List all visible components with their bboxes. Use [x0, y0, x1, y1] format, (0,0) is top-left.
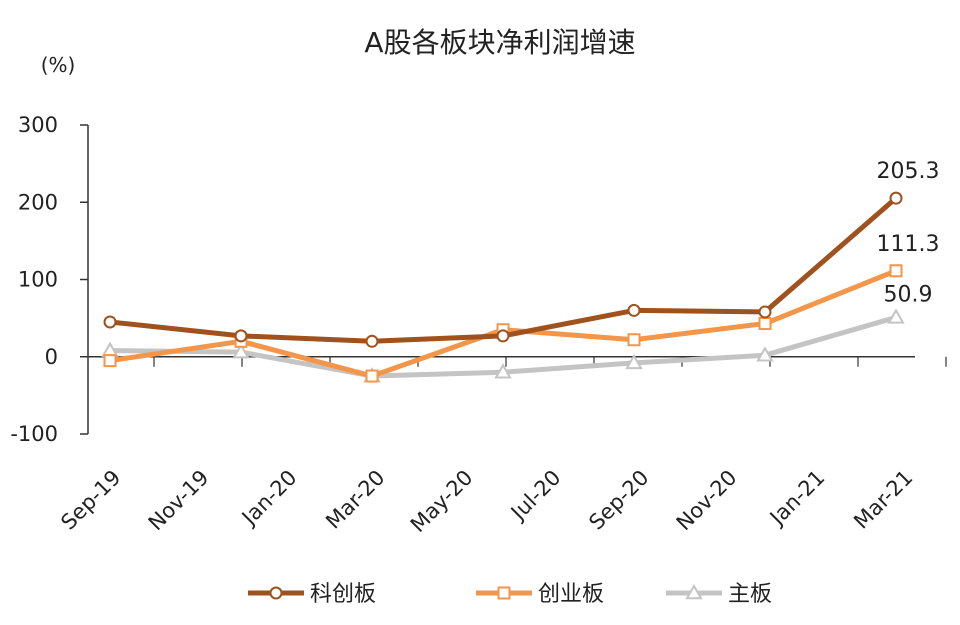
data-point — [756, 346, 774, 362]
data-point — [627, 303, 641, 317]
series-circle — [103, 191, 903, 348]
x-tick-label: Jan-20 — [236, 465, 302, 531]
annotation-layer: 205.3 111.3 50.9 — [877, 159, 940, 307]
y-tick-label: -100 — [10, 422, 58, 446]
y-tick-label: 200 — [18, 190, 58, 214]
y-axis-unit-label: (%) — [41, 53, 76, 77]
data-point — [103, 315, 117, 329]
y-tick-label: 300 — [18, 113, 58, 137]
data-label: 50.9 — [884, 282, 933, 307]
data-label: 205.3 — [877, 159, 940, 184]
x-tick-label: Nov-20 — [672, 465, 742, 535]
x-tick-label: Jul-20 — [505, 465, 566, 526]
chart-title: A股各板块净利润增速 — [364, 26, 635, 59]
x-tick-label: Mar-20 — [321, 465, 389, 533]
x-tick-label: Nov-19 — [144, 465, 214, 535]
legend-marker — [685, 583, 703, 600]
series-layer — [101, 191, 905, 383]
data-point — [234, 329, 248, 343]
legend-label: 科创板 — [310, 582, 376, 607]
data-point — [889, 264, 903, 278]
legend: 科创板 创业板 主板 — [248, 582, 772, 607]
legend-marker — [269, 586, 283, 600]
data-point — [103, 354, 117, 368]
x-tick-label: Sep-19 — [56, 465, 125, 534]
x-tick-label: May-20 — [406, 465, 478, 537]
legend-label: 创业板 — [538, 582, 604, 607]
data-point — [365, 369, 379, 383]
data-point — [889, 191, 903, 205]
data-point — [232, 343, 250, 359]
x-tick-label: Mar-21 — [849, 465, 917, 533]
data-point — [365, 334, 379, 348]
data-point — [494, 363, 512, 379]
legend-marker — [497, 586, 511, 600]
legend-item: 科创板 — [248, 582, 376, 607]
series-triangle — [101, 308, 905, 383]
x-tick-label: Sep-20 — [584, 465, 653, 534]
data-label: 111.3 — [877, 232, 940, 257]
data-point — [625, 353, 643, 370]
y-tick-label: 0 — [45, 345, 58, 369]
data-point — [496, 329, 510, 343]
data-point — [887, 308, 905, 324]
data-point — [758, 305, 772, 319]
legend-item: 创业板 — [476, 582, 604, 607]
data-point — [627, 333, 641, 347]
y-tick-label: 100 — [18, 268, 58, 292]
legend-item: 主板 — [666, 582, 772, 607]
legend-label: 主板 — [728, 582, 772, 607]
data-point — [758, 317, 772, 331]
x-tick-label: Jan-21 — [764, 465, 830, 531]
